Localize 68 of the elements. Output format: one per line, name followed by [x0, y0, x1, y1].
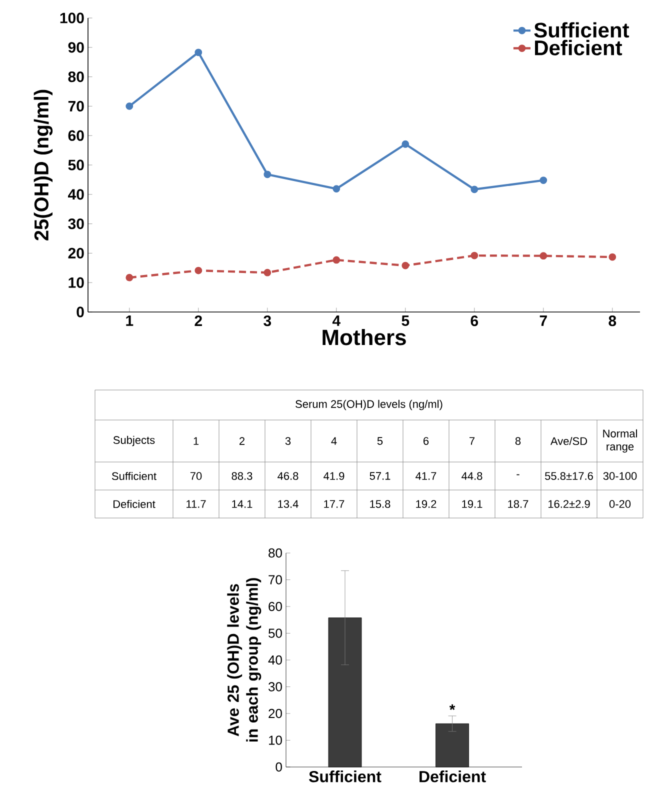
x-tick-label: 4: [332, 316, 340, 326]
text: 57.1: [370, 472, 390, 480]
text: 11.7: [186, 500, 206, 508]
y-tick-label: 80: [68, 71, 84, 82]
y-tick-label: 100: [60, 12, 84, 24]
y-tick-label: 40: [268, 655, 282, 665]
y-tick-label: 40: [68, 189, 84, 200]
y-tick-label: 0: [276, 762, 282, 772]
text: 0-20: [609, 500, 631, 508]
x-tick-label: 6: [470, 316, 478, 326]
y-tick-label: 90: [68, 42, 84, 53]
y-axis-title: Ave 25 (OH)D levels in each group (ng/ml): [227, 578, 262, 742]
legend-label: Sufficient: [534, 22, 630, 38]
x-tick-label: 3: [264, 316, 272, 326]
y-tick-label: 30: [268, 682, 282, 692]
y-tick-label: 50: [268, 628, 282, 638]
text: 17.7: [324, 500, 344, 508]
category-label: 7: [470, 437, 475, 445]
category-label: 6: [424, 437, 429, 445]
text: 19.1: [462, 500, 482, 508]
category-label: 3: [285, 437, 291, 445]
x-tick-label: 7: [540, 316, 547, 326]
text: 18.7: [508, 500, 528, 508]
y-tick-label: 20: [268, 708, 282, 718]
text: Ave/SD: [550, 436, 588, 446]
y-tick-label: 20: [68, 248, 84, 258]
text: 15.8: [370, 500, 390, 508]
text: Serum 25(OH)D levels (ng/ml): [296, 400, 442, 410]
text: 46.8: [278, 472, 298, 480]
category-label: 4: [331, 437, 337, 445]
text: 55.8±17.6: [545, 472, 593, 480]
y-tick-label: 0: [76, 306, 84, 318]
text: 30-100: [603, 472, 637, 480]
x-tick-label: 2: [194, 316, 202, 326]
category-label: 8: [515, 437, 521, 445]
category-label: 1: [194, 437, 199, 445]
x-tick-label: 1: [126, 316, 134, 326]
text: 19.2: [416, 500, 436, 508]
category-label: 2: [239, 437, 245, 445]
text: Sufficient: [112, 472, 156, 480]
text: 41.7: [416, 472, 436, 480]
text: 44.8: [462, 472, 482, 480]
x-axis-title: Mothers: [322, 329, 406, 346]
text: 41.9: [324, 472, 344, 480]
x-tick-label: 8: [608, 316, 616, 326]
x-tick-label: 5: [402, 316, 410, 326]
y-tick-label: 30: [68, 218, 84, 230]
text: 70: [190, 472, 202, 480]
text: Normal range: [603, 429, 637, 453]
y-tick-label: 10: [68, 277, 84, 288]
annotation: *: [449, 704, 456, 710]
y-tick-label: 70: [68, 100, 84, 112]
text: 14.1: [232, 500, 252, 508]
category-label: 5: [377, 437, 383, 445]
text: 13.4: [278, 500, 298, 508]
y-tick-label: 80: [268, 548, 282, 558]
legend-label: Deficient: [535, 40, 622, 56]
text: Subjects: [113, 436, 155, 446]
text: 16.2±2.9: [548, 500, 590, 508]
y-tick-label: 50: [68, 160, 84, 170]
y-tick-label: 60: [268, 602, 282, 612]
text: 88.3: [232, 472, 252, 480]
text: Deficient: [114, 500, 156, 508]
y-tick-label: 70: [268, 575, 282, 584]
y-tick-label: 60: [68, 130, 84, 141]
y-axis-title: 25(OH)D (ng/ml): [34, 90, 53, 240]
text: -: [516, 474, 520, 476]
y-tick-label: 10: [268, 736, 282, 745]
